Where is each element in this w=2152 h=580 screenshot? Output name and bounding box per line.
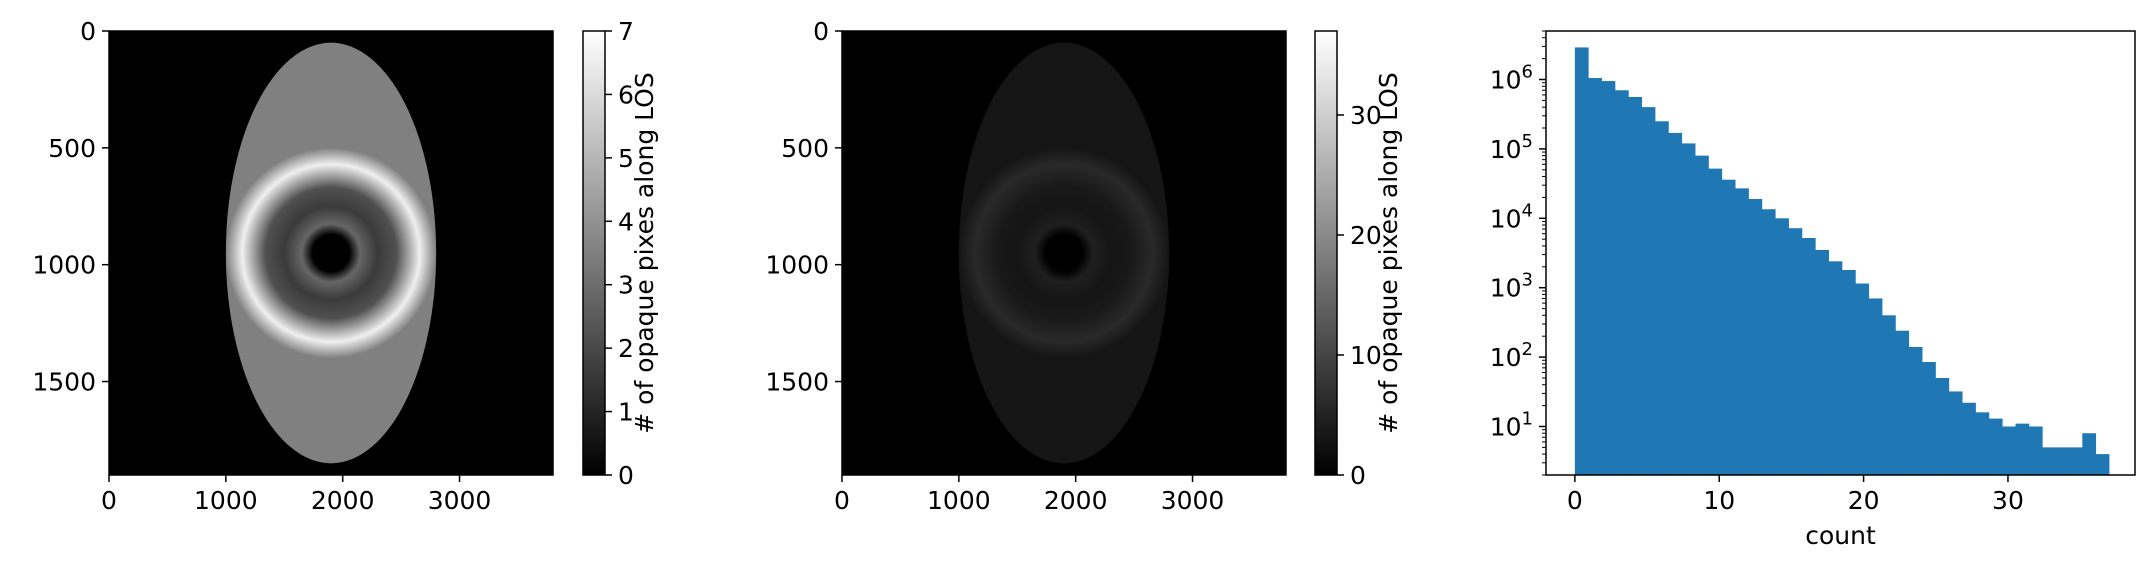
y-tick-label: 101 bbox=[1490, 408, 1533, 441]
histogram-bar bbox=[1695, 155, 1709, 476]
histogram-bar bbox=[1668, 132, 1683, 476]
histogram-bar bbox=[1628, 96, 1643, 475]
x-tick-label: 0 bbox=[1567, 486, 1583, 515]
axes-frame bbox=[1545, 30, 2136, 476]
colorbar-tick-label: 3 bbox=[618, 271, 634, 300]
histogram-bar bbox=[1815, 249, 1829, 475]
x-tick-label: 20 bbox=[1848, 486, 1880, 515]
colorbar-tick-label: 20 bbox=[1350, 221, 1382, 250]
histogram-bar bbox=[1962, 402, 1976, 475]
y-tick-label: 1000 bbox=[32, 251, 96, 280]
x-tick-label: 3000 bbox=[428, 486, 492, 515]
y-tick-label: 1500 bbox=[765, 368, 829, 397]
central-hole bbox=[312, 234, 350, 272]
colorbar-tick-label: 6 bbox=[618, 80, 634, 109]
histogram-bar bbox=[1654, 121, 1669, 475]
image-panel-1: 0 1000 2000 3000 0 500 1000 1500 0 1 2 3 4 5 6 7 # of op… bbox=[32, 17, 659, 515]
histogram-bar bbox=[1681, 143, 1696, 475]
histogram-bar bbox=[1948, 391, 1963, 475]
y-tick-label: 0 bbox=[80, 17, 96, 46]
histogram-bar bbox=[1895, 330, 1910, 475]
histogram-bar bbox=[1855, 283, 1870, 475]
histogram-bar bbox=[1908, 346, 1923, 475]
x-tick-label: 1000 bbox=[927, 486, 991, 515]
central-hole bbox=[1045, 234, 1083, 272]
histogram-bar bbox=[2015, 423, 2030, 475]
histogram-bar bbox=[2055, 447, 2070, 475]
y-tick-label: 103 bbox=[1490, 270, 1533, 303]
x-tick-label: 10 bbox=[1703, 486, 1735, 515]
histogram-bar bbox=[1735, 188, 1749, 475]
x-tick-label: 0 bbox=[101, 486, 117, 515]
colorbar-tick-label: 0 bbox=[1350, 461, 1366, 490]
y-tick-label: 104 bbox=[1490, 200, 1533, 233]
histogram-bar bbox=[1641, 107, 1656, 476]
histogram-bar bbox=[1721, 179, 1736, 475]
histogram-bar bbox=[1588, 78, 1602, 475]
histogram-bar bbox=[1574, 47, 1589, 475]
histogram-bar bbox=[1708, 168, 1723, 475]
histogram-bar bbox=[1775, 218, 1789, 475]
y-tick-label: 1000 bbox=[765, 251, 829, 280]
y-tick-label: 106 bbox=[1490, 62, 1533, 95]
axes-frame bbox=[841, 30, 1287, 476]
histogram-bar bbox=[1868, 298, 1883, 475]
x-tick-label: 2000 bbox=[1044, 486, 1108, 515]
histogram-bar bbox=[1614, 90, 1629, 475]
colorbar-tick-label: 5 bbox=[618, 144, 634, 173]
image-panel-2: 0 1000 2000 3000 0 500 1000 1500 0 10 20 30# of opa… bbox=[765, 17, 1403, 515]
histogram-bar bbox=[1788, 228, 1803, 475]
histogram-bar bbox=[2095, 454, 2110, 475]
y-tick-label: 500 bbox=[781, 134, 829, 163]
colorbar-label: # of opaque pixes along LOS bbox=[1374, 72, 1403, 433]
x-tick-label: 0 bbox=[834, 486, 850, 515]
histogram-panel: 0 10 20 30 count 101 102 103 104 105 106 bbox=[1490, 30, 2136, 550]
histogram-bar bbox=[1922, 361, 1936, 475]
histogram-bar bbox=[2082, 433, 2097, 475]
histogram-bar bbox=[1935, 377, 1950, 475]
histogram-bar bbox=[1761, 209, 1776, 475]
histogram-bar bbox=[1801, 238, 1816, 475]
histogram-bar bbox=[2068, 447, 2083, 475]
colorbar-tick-label: 4 bbox=[618, 207, 634, 236]
x-tick-label: 30 bbox=[1992, 486, 2024, 515]
histogram-bar bbox=[1841, 269, 1856, 475]
histogram-bar bbox=[1988, 418, 2003, 475]
x-axis-label: count bbox=[1805, 521, 1876, 550]
histogram-bar bbox=[2002, 426, 2016, 475]
colorbar-tick-label: 10 bbox=[1350, 341, 1382, 370]
y-tick-label: 1500 bbox=[32, 368, 96, 397]
colorbar bbox=[582, 30, 606, 476]
y-tick-label: 500 bbox=[48, 134, 96, 163]
y-tick-label: 102 bbox=[1490, 339, 1533, 372]
colorbar-label: # of opaque pixes along LOS bbox=[630, 72, 659, 433]
colorbar-tick-label: 7 bbox=[618, 17, 634, 46]
histogram-bar bbox=[1975, 412, 1990, 475]
x-tick-label: 3000 bbox=[1161, 486, 1225, 515]
colorbar-tick-label: 0 bbox=[618, 461, 634, 490]
y-tick-label: 105 bbox=[1490, 131, 1533, 164]
x-tick-label: 1000 bbox=[194, 486, 258, 515]
axes-frame bbox=[108, 30, 554, 476]
colorbar-tick-label: 1 bbox=[618, 398, 634, 427]
histogram-bar bbox=[1882, 315, 1896, 475]
histogram-bar bbox=[2042, 447, 2057, 475]
histogram-bar bbox=[1748, 198, 1763, 475]
histogram-bar bbox=[1601, 81, 1616, 475]
histogram-bar bbox=[2028, 426, 2043, 475]
colorbar-tick-label: 2 bbox=[618, 334, 634, 363]
histogram-bar bbox=[1828, 261, 1843, 475]
x-tick-label: 2000 bbox=[311, 486, 375, 515]
colorbar-tick-label: 30 bbox=[1350, 101, 1382, 130]
colorbar bbox=[1314, 30, 1338, 476]
y-tick-label: 0 bbox=[813, 17, 829, 46]
